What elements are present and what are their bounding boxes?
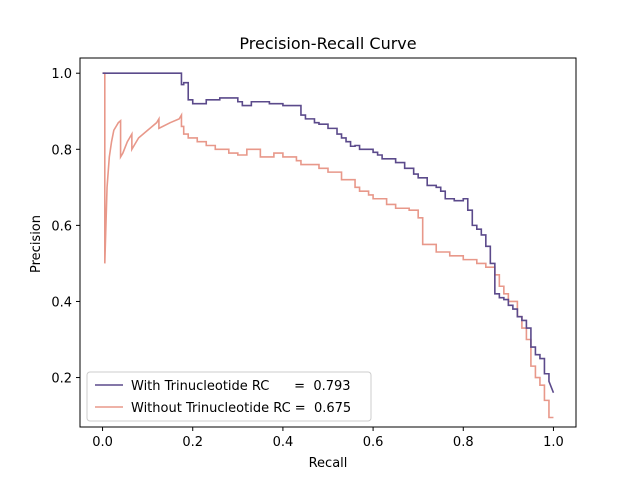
x-axis-label: Recall bbox=[309, 456, 348, 471]
y-tick-label: 0.4 bbox=[51, 295, 72, 310]
plot-frame bbox=[79, 57, 577, 428]
x-tick-label: 0.4 bbox=[273, 435, 294, 450]
y-tick-label: 0.6 bbox=[51, 219, 72, 234]
x-tick-label: 1.0 bbox=[543, 435, 564, 450]
series-line-without-rc bbox=[102, 72, 554, 419]
legend-entry-with-rc: With Trinucleotide RC = 0.793 bbox=[131, 379, 351, 394]
x-tick-label: 0.0 bbox=[92, 435, 113, 450]
y-axis-label: Precision bbox=[29, 215, 44, 273]
legend-box bbox=[86, 371, 372, 422]
x-tick-label: 0.2 bbox=[182, 435, 203, 450]
series-line-with-rc bbox=[102, 72, 555, 394]
y-tick-label: 0.8 bbox=[51, 143, 72, 158]
series-layer bbox=[102, 72, 555, 419]
x-tick-label: 0.6 bbox=[363, 435, 384, 450]
x-axis: 0.0 0.2 0.4 0.6 0.8 1.0 bbox=[92, 427, 564, 450]
y-tick-label: 1.0 bbox=[51, 67, 72, 82]
y-tick-label: 0.2 bbox=[51, 372, 72, 387]
plot-area bbox=[79, 57, 577, 428]
y-axis: 0.2 0.4 0.6 0.8 1.0 bbox=[51, 67, 80, 387]
x-tick-label: 0.8 bbox=[453, 435, 474, 450]
chart-title: Precision-Recall Curve bbox=[239, 34, 416, 53]
legend-entry-without-rc: Without Trinucleotide RC = 0.675 bbox=[131, 401, 351, 416]
legend: With Trinucleotide RC = 0.793 Without Tr… bbox=[86, 371, 372, 422]
